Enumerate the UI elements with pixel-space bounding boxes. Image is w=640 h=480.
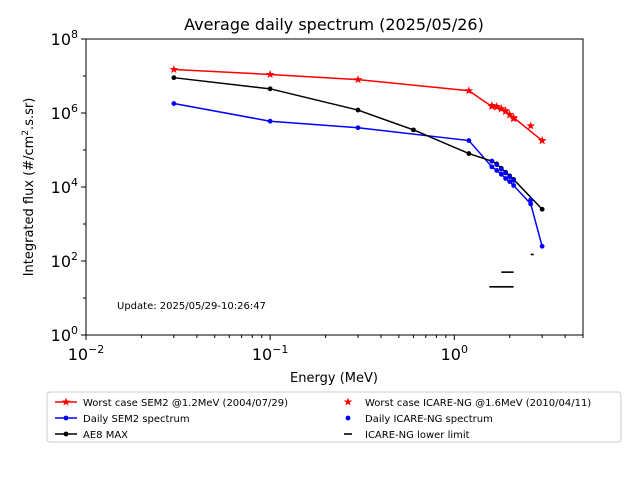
- y-tick-label-4-exp: 8: [71, 28, 78, 41]
- y-axis-label-base: Integrated flux (#/cm: [22, 136, 37, 277]
- data-point: [171, 75, 177, 81]
- legend-star: [61, 397, 71, 406]
- y-axis-label-tail: .s.sr): [22, 98, 37, 130]
- legend-item-1: Daily SEM2 spectrum: [55, 414, 190, 425]
- data-point-star: [537, 136, 547, 145]
- data-point-star: [492, 101, 501, 111]
- data-point: [411, 127, 416, 133]
- data-point-star: [509, 114, 518, 123]
- update-annotation: Update: 2025/05/29-10:26:47: [117, 301, 266, 312]
- y-axis-label: Integrated flux (#/cm2.s.sr): [21, 98, 37, 277]
- data-point: [466, 138, 472, 143]
- legend-label-4: Daily ICARE-NG spectrum: [365, 414, 493, 425]
- data-point-star: [464, 86, 474, 95]
- y-tick-label-1: 102: [51, 250, 78, 271]
- series-1: [171, 101, 545, 249]
- data-point: [489, 164, 495, 170]
- legend-item-0: Worst case SEM2 @1.2MeV (2004/07/29): [55, 397, 288, 409]
- data-point-star: [353, 75, 363, 84]
- data-point: [507, 174, 513, 180]
- legend-item-3: Worst case ICARE-NG @1.6MeV (2010/04/11): [343, 397, 591, 409]
- data-point: [267, 118, 273, 124]
- y-axis-label-sup: 2: [21, 130, 31, 136]
- legend-label-1: Daily SEM2 spectrum: [83, 414, 190, 425]
- y-tick-label-0-base: 10: [51, 326, 71, 345]
- y-tick-label-2-base: 10: [51, 178, 71, 197]
- data-point: [511, 178, 517, 183]
- x-tick-label-0: 10−2: [68, 343, 105, 364]
- data-point: [489, 158, 495, 164]
- legend-label-3: Worst case ICARE-NG @1.6MeV (2010/04/11): [365, 398, 591, 409]
- x-tick-label-1-exp: −1: [272, 343, 288, 356]
- legend-item-5: ICARE-NG lower limit: [344, 430, 470, 441]
- series-4: [489, 158, 534, 203]
- data-point: [466, 151, 472, 156]
- data-point-star: [501, 106, 510, 115]
- data-point-star: [487, 100, 497, 110]
- x-tick-label-2: 100: [441, 343, 468, 364]
- data-point: [355, 125, 361, 131]
- data-point: [539, 243, 545, 249]
- x-axis-label: Energy (MeV): [290, 371, 378, 386]
- y-tick-label-3: 106: [51, 102, 78, 123]
- y-tick-label-4-base: 10: [51, 30, 71, 49]
- legend: Worst case SEM2 @1.2MeV (2004/07/29) Wors…: [46, 391, 622, 443]
- legend-label-5: ICARE-NG lower limit: [365, 430, 470, 441]
- series-5: [489, 253, 534, 288]
- x-tick-label-0-base: 10: [68, 345, 88, 364]
- data-point: [355, 107, 361, 113]
- legend-item-2: AE8 MAX: [55, 430, 128, 441]
- y-tick-label-0: 100: [51, 324, 78, 345]
- y-tick-label-1-exp: 2: [71, 250, 78, 263]
- x-tick-label-2-base: 10: [441, 345, 461, 364]
- chart-title: Average daily spectrum (2025/05/26): [184, 15, 484, 34]
- y-tick-label-2-exp: 4: [71, 176, 78, 189]
- data-point-star: [265, 69, 275, 79]
- y-tick-label-3-base: 10: [51, 104, 71, 123]
- data-point: [503, 170, 509, 176]
- y-tick-label-4: 108: [51, 28, 78, 49]
- data-point-star: [169, 64, 179, 74]
- data-point-star: [505, 110, 514, 119]
- legend-frame: [46, 391, 622, 443]
- plot-area: [85, 38, 584, 336]
- x-tick-label-0-exp: −2: [88, 343, 104, 356]
- series-3: [487, 100, 547, 145]
- data-point: [528, 197, 534, 203]
- y-tick-label-3-exp: 6: [71, 102, 78, 115]
- y-tick-label-2: 104: [51, 176, 78, 197]
- data-point: [498, 166, 504, 172]
- data-point: [507, 179, 513, 184]
- legend-dot: [63, 431, 69, 437]
- legend-label-0: Worst case SEM2 @1.2MeV (2004/07/29): [83, 398, 288, 409]
- x-tick-label-1-base: 10: [252, 345, 272, 364]
- data-point: [511, 183, 517, 188]
- data-point-star: [497, 104, 506, 113]
- data-point: [498, 171, 504, 177]
- data-point: [503, 176, 509, 181]
- y-tick-label-1-base: 10: [51, 252, 71, 271]
- legend-item-4: Daily ICARE-NG spectrum: [345, 414, 493, 425]
- legend-dot: [63, 415, 69, 421]
- data-point: [267, 86, 273, 92]
- legend-star: [343, 397, 353, 406]
- series-line-1: [173, 102, 543, 247]
- x-tick-label-2-exp: 0: [461, 343, 468, 356]
- data-point: [528, 201, 534, 207]
- y-tick-label-0-exp: 0: [71, 324, 78, 337]
- data-point-star: [526, 121, 535, 130]
- legend-label-2: AE8 MAX: [83, 430, 128, 441]
- legend-dot: [345, 415, 351, 421]
- x-tick-label-1: 10−1: [252, 343, 289, 364]
- data-point: [494, 168, 500, 173]
- series-layer: [169, 64, 547, 288]
- data-point: [539, 206, 545, 212]
- data-point: [171, 101, 177, 106]
- data-point: [494, 162, 500, 168]
